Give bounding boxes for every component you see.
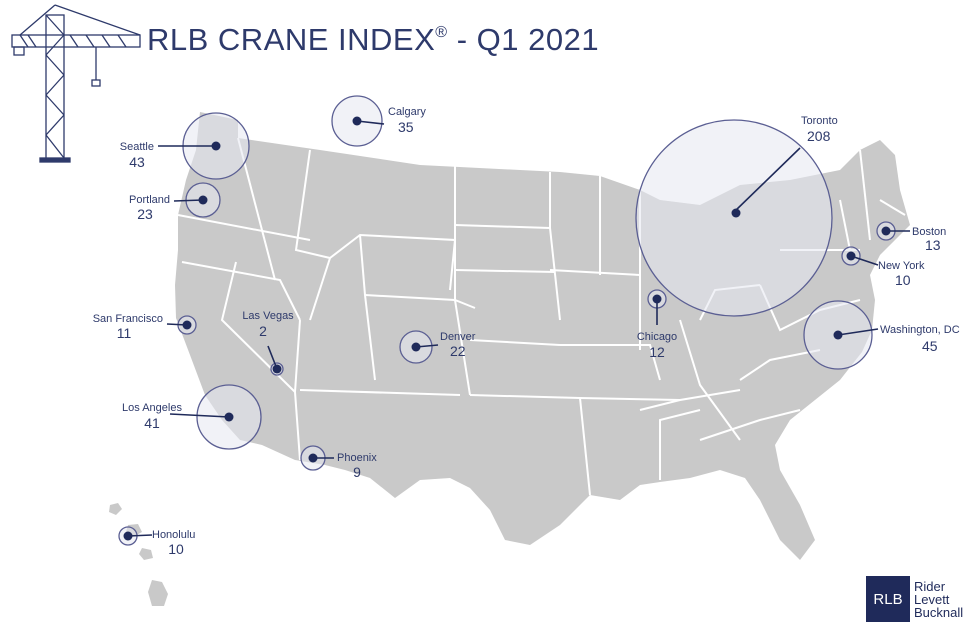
label-portland-name: Portland [129, 194, 170, 206]
label-calgary-name: Calgary [388, 106, 426, 118]
registered-mark: ® [435, 24, 448, 41]
label-san-francisco-count: 11 [117, 325, 132, 341]
marker-calgary [352, 116, 362, 126]
label-honolulu-count: 10 [168, 541, 184, 557]
logo-line-levett: Levett [914, 591, 950, 607]
rlb-logo: RLB Rider Levett Bucknall [866, 576, 963, 622]
marker-denver [411, 342, 421, 352]
label-las-vegas-count: 2 [259, 323, 267, 339]
label-phoenix-count: 9 [353, 464, 361, 480]
label-washington-count: 45 [922, 338, 938, 354]
crane-illustration [11, 4, 141, 163]
label-seattle-count: 43 [129, 154, 145, 170]
label-boston-name: Boston [912, 226, 946, 238]
marker-seattle [211, 141, 221, 151]
marker-washington [833, 330, 843, 340]
title-text: RLB CRANE INDEX [147, 22, 436, 57]
rlb-logo-text: Rider Levett Bucknall [914, 580, 963, 619]
label-denver-count: 22 [450, 343, 466, 359]
label-calgary-count: 35 [398, 119, 414, 135]
label-phoenix-name: Phoenix [337, 452, 377, 464]
map-title: RLB CRANE INDEX® - Q1 2021 [147, 22, 599, 58]
label-las-vegas-name: Las Vegas [242, 310, 294, 322]
marker-chicago [652, 294, 662, 304]
state-borders [177, 137, 906, 496]
hawaii-island [148, 580, 168, 606]
marker-phoenix [308, 453, 318, 463]
label-chicago-name: Chicago [637, 331, 677, 343]
bubble-toronto [635, 119, 833, 317]
marker-boston [881, 226, 891, 236]
title-subtitle: - Q1 2021 [456, 22, 600, 57]
marker-portland [198, 195, 208, 205]
label-new-york-name: New York [878, 260, 925, 272]
label-los-angeles-name: Los Angeles [122, 402, 182, 414]
logo-line-bucknall: Bucknall [914, 604, 964, 620]
label-los-angeles-count: 41 [144, 415, 160, 431]
marker-san-francisco [182, 320, 192, 330]
label-boston-count: 13 [925, 237, 941, 253]
label-san-francisco-name: San Francisco [93, 313, 163, 325]
label-chicago-count: 12 [649, 344, 665, 360]
hawaii-island [139, 548, 153, 560]
logo-line-rider: Rider [914, 578, 946, 594]
label-washington-name: Washington, DC [880, 324, 960, 336]
label-honolulu-name: Honolulu [152, 529, 195, 541]
marker-new-york [846, 251, 856, 261]
rlb-logo-box: RLB [866, 576, 910, 622]
city-labels: Seattle 43 Calgary 35 Portland 23 Toront… [93, 106, 960, 557]
label-seattle-name: Seattle [120, 141, 154, 153]
city-markers [123, 116, 891, 541]
label-toronto-count: 208 [807, 128, 831, 144]
label-new-york-count: 10 [895, 272, 911, 288]
marker-honolulu [123, 531, 133, 541]
marker-los-angeles [224, 412, 234, 422]
hawaii-island [109, 503, 122, 515]
marker-las-vegas [272, 364, 282, 374]
label-toronto-name: Toronto [801, 115, 838, 127]
label-portland-count: 23 [137, 206, 153, 222]
label-denver-name: Denver [440, 331, 476, 343]
marker-toronto [731, 208, 741, 218]
